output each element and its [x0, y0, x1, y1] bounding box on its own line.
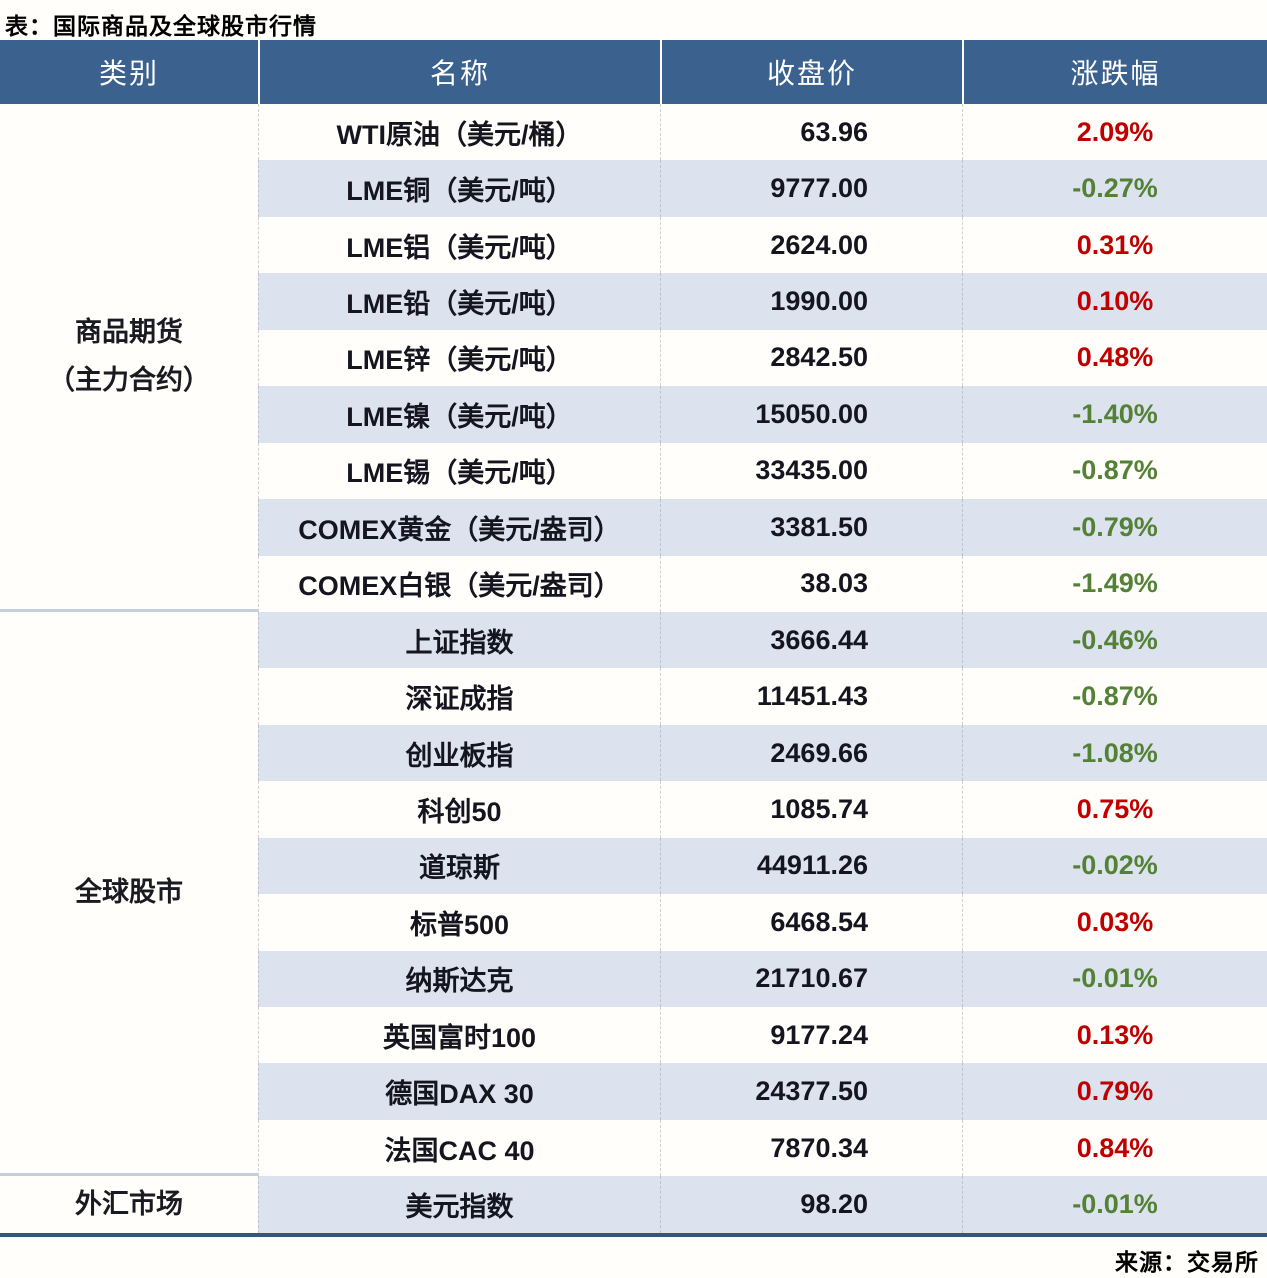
change-percent: 2.09%: [962, 104, 1267, 161]
header-close: 收盘价: [660, 40, 962, 104]
header-name: 名称: [258, 40, 660, 104]
instrument-name: 纳斯达克: [258, 950, 660, 1007]
change-percent: 0.03%: [962, 894, 1267, 951]
instrument-name: LME锌（美元/吨）: [258, 329, 660, 387]
change-percent: 0.84%: [962, 1119, 1267, 1177]
change-percent: 0.79%: [962, 1063, 1267, 1120]
close-price: 15050.00: [660, 386, 962, 443]
instrument-name: 上证指数: [258, 611, 660, 669]
close-price: 11451.43: [660, 668, 962, 725]
close-price: 24377.50: [660, 1063, 962, 1120]
close-price: 2469.66: [660, 724, 962, 782]
instrument-name: COMEX白银（美元/盎司）: [258, 555, 660, 612]
table-title: 表：国际商品及全球股市行情: [5, 13, 317, 39]
change-percent: -0.87%: [962, 442, 1267, 500]
instrument-name: 美元指数: [258, 1176, 660, 1233]
close-price: 2842.50: [660, 329, 962, 387]
close-price: 33435.00: [660, 442, 962, 500]
close-price: 2624.00: [660, 216, 962, 274]
close-price: 3666.44: [660, 611, 962, 669]
instrument-name: 道琼斯: [258, 837, 660, 895]
instrument-name: 德国DAX 30: [258, 1063, 660, 1120]
close-price: 63.96: [660, 104, 962, 161]
change-percent: 0.13%: [962, 1007, 1267, 1064]
instrument-name: LME镍（美元/吨）: [258, 386, 660, 443]
instrument-name: LME铜（美元/吨）: [258, 160, 660, 217]
category-cell: 外汇市场: [0, 1176, 258, 1233]
change-percent: -0.27%: [962, 160, 1267, 217]
instrument-name: COMEX黄金（美元/盎司）: [258, 499, 660, 556]
close-price: 98.20: [660, 1176, 962, 1233]
change-percent: 0.31%: [962, 216, 1267, 274]
instrument-name: 英国富时100: [258, 1007, 660, 1064]
close-price: 1085.74: [660, 781, 962, 838]
instrument-name: LME铅（美元/吨）: [258, 273, 660, 330]
instrument-name: 标普500: [258, 894, 660, 951]
instrument-name: 法国CAC 40: [258, 1119, 660, 1177]
header-change: 涨跌幅: [962, 40, 1267, 104]
instrument-name: LME铝（美元/吨）: [258, 216, 660, 274]
change-percent: -1.08%: [962, 724, 1267, 782]
change-percent: -1.40%: [962, 386, 1267, 443]
market-table: 类别 名称 收盘价 涨跌幅 商品期货 （主力合约） WTI原油（美元/桶） 63.9…: [0, 40, 1267, 1237]
category-cell: 全球股市: [0, 611, 258, 1177]
change-percent: 0.75%: [962, 781, 1267, 838]
change-percent: -0.87%: [962, 668, 1267, 725]
header-category: 类别: [0, 40, 258, 104]
instrument-name: 创业板指: [258, 724, 660, 782]
close-price: 7870.34: [660, 1119, 962, 1177]
change-percent: -1.49%: [962, 555, 1267, 612]
category-cell: 商品期货 （主力合约）: [0, 104, 258, 612]
change-percent: 0.10%: [962, 273, 1267, 330]
close-price: 9177.24: [660, 1007, 962, 1064]
change-percent: 0.48%: [962, 329, 1267, 387]
change-percent: -0.01%: [962, 950, 1267, 1007]
close-price: 6468.54: [660, 894, 962, 951]
close-price: 1990.00: [660, 273, 962, 330]
source-note: 来源：交易所: [1115, 1248, 1259, 1275]
close-price: 21710.67: [660, 950, 962, 1007]
change-percent: -0.79%: [962, 499, 1267, 556]
change-percent: -0.01%: [962, 1176, 1267, 1233]
instrument-name: 科创50: [258, 781, 660, 838]
change-percent: -0.46%: [962, 611, 1267, 669]
change-percent: -0.02%: [962, 837, 1267, 895]
close-price: 9777.00: [660, 160, 962, 217]
instrument-name: 深证成指: [258, 668, 660, 725]
instrument-name: LME锡（美元/吨）: [258, 442, 660, 500]
close-price: 44911.26: [660, 837, 962, 895]
instrument-name: WTI原油（美元/桶）: [258, 104, 660, 161]
close-price: 3381.50: [660, 499, 962, 556]
close-price: 38.03: [660, 555, 962, 612]
